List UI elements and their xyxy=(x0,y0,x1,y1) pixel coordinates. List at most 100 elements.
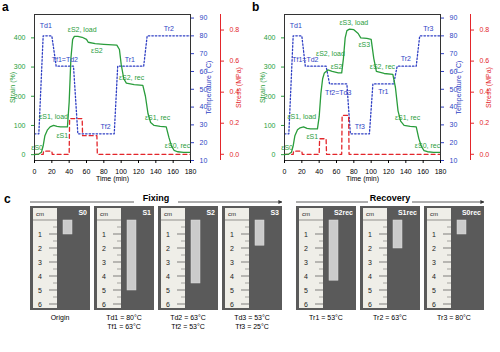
svg-text:cm: cm xyxy=(228,211,236,217)
svg-text:Strain (%): Strain (%) xyxy=(259,72,267,103)
svg-text:6: 6 xyxy=(432,301,436,308)
svg-text:3: 3 xyxy=(304,259,308,266)
svg-text:90: 90 xyxy=(450,14,458,21)
svg-text:Tr1: Tr1 xyxy=(378,88,388,95)
svg-text:6: 6 xyxy=(102,301,106,308)
svg-text:0.0: 0.0 xyxy=(230,151,240,158)
svg-text:6: 6 xyxy=(230,301,234,308)
svg-text:5: 5 xyxy=(38,287,42,294)
svg-text:Strain (%): Strain (%) xyxy=(9,72,17,103)
svg-text:300: 300 xyxy=(264,63,276,70)
svg-text:εS2, load: εS2, load xyxy=(316,50,345,57)
svg-text:2: 2 xyxy=(432,245,436,252)
svg-text:Tf2 = 53°C: Tf2 = 53°C xyxy=(171,323,205,330)
svg-text:70: 70 xyxy=(450,50,458,57)
svg-text:2: 2 xyxy=(102,245,106,252)
svg-text:4: 4 xyxy=(432,273,436,280)
svg-text:100: 100 xyxy=(14,122,26,129)
svg-text:0.2: 0.2 xyxy=(480,119,490,126)
svg-text:0: 0 xyxy=(33,168,37,175)
svg-text:20: 20 xyxy=(48,168,56,175)
svg-text:Tf1=Td2: Tf1=Td2 xyxy=(52,56,78,63)
svg-text:εS3, load: εS3, load xyxy=(339,19,368,26)
svg-text:3: 3 xyxy=(368,259,372,266)
svg-text:Tr1: Tr1 xyxy=(125,56,135,63)
svg-text:εS0, rec: εS0, rec xyxy=(165,142,191,149)
svg-text:3: 3 xyxy=(230,259,234,266)
svg-text:1: 1 xyxy=(304,231,308,238)
svg-text:Tf3: Tf3 xyxy=(355,123,365,130)
svg-text:160: 160 xyxy=(417,168,429,175)
svg-text:S2rec: S2rec xyxy=(334,209,353,216)
svg-text:160: 160 xyxy=(167,168,179,175)
svg-text:80: 80 xyxy=(450,32,458,39)
svg-text:εS1, rec: εS1, rec xyxy=(145,114,171,121)
svg-text:180: 180 xyxy=(185,168,197,175)
svg-text:εS1: εS1 xyxy=(56,132,68,139)
svg-text:0: 0 xyxy=(283,168,287,175)
svg-text:Td2 = 63°C: Td2 = 63°C xyxy=(170,314,206,321)
svg-text:S0rec: S0rec xyxy=(462,209,481,216)
svg-text:20: 20 xyxy=(298,168,306,175)
svg-text:εS0: εS0 xyxy=(281,144,293,151)
svg-text:4: 4 xyxy=(368,273,372,280)
svg-text:1: 1 xyxy=(38,231,42,238)
svg-text:S0: S0 xyxy=(78,209,87,216)
svg-text:Td1: Td1 xyxy=(290,22,302,29)
svg-text:Tr3: Tr3 xyxy=(423,25,433,32)
svg-text:0.0: 0.0 xyxy=(480,151,490,158)
svg-text:4: 4 xyxy=(38,273,42,280)
svg-text:εS2, rec: εS2, rec xyxy=(370,63,396,70)
svg-text:6: 6 xyxy=(38,301,42,308)
svg-text:cm: cm xyxy=(366,211,374,217)
svg-text:2: 2 xyxy=(38,245,42,252)
svg-text:Tr1 = 53°C: Tr1 = 53°C xyxy=(309,314,343,321)
svg-text:5: 5 xyxy=(304,287,308,294)
svg-text:εS1: εS1 xyxy=(306,133,318,140)
svg-text:1: 1 xyxy=(368,231,372,238)
svg-text:0.6: 0.6 xyxy=(230,57,240,64)
svg-text:S2: S2 xyxy=(206,209,215,216)
svg-text:2: 2 xyxy=(304,245,308,252)
svg-text:εS2, rec: εS2, rec xyxy=(119,74,145,81)
svg-text:εS1, rec: εS1, rec xyxy=(395,114,421,121)
svg-text:2: 2 xyxy=(230,245,234,252)
svg-text:0.8: 0.8 xyxy=(230,26,240,33)
svg-text:Td3 = 53°C: Td3 = 53°C xyxy=(234,314,270,321)
svg-text:2: 2 xyxy=(166,245,170,252)
svg-text:cm: cm xyxy=(36,211,44,217)
svg-text:Recovery: Recovery xyxy=(370,193,411,203)
svg-text:Td1: Td1 xyxy=(40,22,52,29)
svg-text:40: 40 xyxy=(315,168,323,175)
svg-text:4: 4 xyxy=(102,273,106,280)
svg-text:1: 1 xyxy=(166,231,170,238)
svg-text:c: c xyxy=(4,192,11,206)
svg-text:2: 2 xyxy=(368,245,372,252)
svg-text:20: 20 xyxy=(450,139,458,146)
svg-text:0: 0 xyxy=(22,151,26,158)
svg-text:cm: cm xyxy=(430,211,438,217)
svg-text:Tr2: Tr2 xyxy=(164,25,174,32)
svg-text:140: 140 xyxy=(150,168,162,175)
svg-text:120: 120 xyxy=(133,168,145,175)
svg-text:3: 3 xyxy=(166,259,170,266)
svg-text:Fixing: Fixing xyxy=(143,193,170,203)
svg-text:Td1 = 80°C: Td1 = 80°C xyxy=(106,314,142,321)
svg-text:100: 100 xyxy=(264,122,276,129)
svg-text:6: 6 xyxy=(166,301,170,308)
svg-text:εS0, rec: εS0, rec xyxy=(415,142,441,149)
svg-text:300: 300 xyxy=(14,63,26,70)
svg-text:1: 1 xyxy=(230,231,234,238)
svg-text:εS2: εS2 xyxy=(331,63,343,70)
svg-text:5: 5 xyxy=(230,287,234,294)
svg-text:4: 4 xyxy=(230,273,234,280)
svg-text:Tf2: Tf2 xyxy=(101,123,111,130)
svg-text:εS2: εS2 xyxy=(91,47,103,54)
svg-text:80: 80 xyxy=(200,32,208,39)
svg-text:0: 0 xyxy=(272,151,276,158)
svg-text:5: 5 xyxy=(368,287,372,294)
svg-text:140: 140 xyxy=(400,168,412,175)
svg-text:εS1, load: εS1, load xyxy=(39,113,68,120)
svg-text:60: 60 xyxy=(333,168,341,175)
svg-text:cm: cm xyxy=(302,211,310,217)
